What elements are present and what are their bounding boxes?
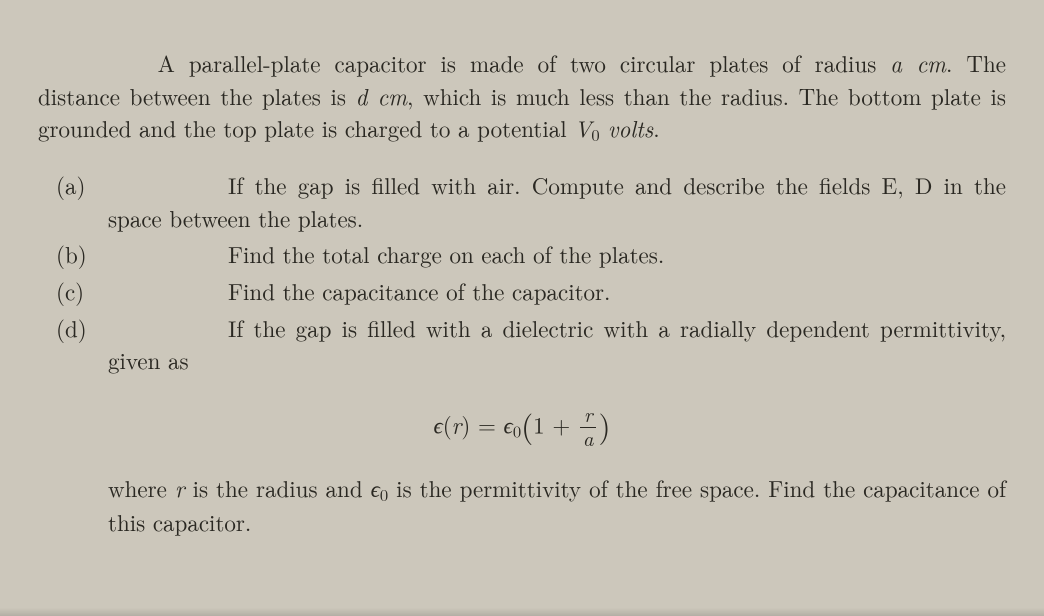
eq-frac-den: a bbox=[580, 428, 597, 450]
eq-eps0: ϵ bbox=[504, 407, 513, 440]
part-c-label: (c) bbox=[56, 275, 108, 308]
intro-text-1: A parallel-plate capacitor is made of tw… bbox=[158, 46, 891, 79]
part-c-text: Find the capacitance of the capacitor. bbox=[228, 274, 610, 307]
eq-r-arg: r bbox=[452, 407, 462, 440]
part-d: (d) If the gap is filled with a dielectr… bbox=[56, 312, 1006, 377]
eq-eps: ϵ bbox=[433, 407, 442, 440]
intro-text-4: . bbox=[653, 111, 659, 144]
page-bottom-shadow bbox=[0, 608, 1044, 616]
unit-cm-2: cm bbox=[367, 79, 407, 112]
var-d: d bbox=[356, 79, 368, 112]
part-d-body: If the gap is filled with a dielectric w… bbox=[108, 312, 1006, 377]
var-V-sub: 0 bbox=[591, 122, 599, 146]
eq-open-paren: ( bbox=[521, 403, 533, 447]
var-a: a bbox=[890, 46, 902, 79]
part-b-label: (b) bbox=[56, 238, 108, 271]
part-b-body: Find the total charge on each of the pla… bbox=[108, 238, 1006, 271]
eq-close-r: ) bbox=[461, 407, 470, 440]
part-a: (a) If the gap is filled with air. Compu… bbox=[56, 169, 1006, 234]
closing-eps: ϵ bbox=[371, 471, 380, 504]
part-c: (c) Find the capacitance of the capacito… bbox=[56, 275, 1006, 308]
part-a-body: If the gap is filled with air. Compute a… bbox=[108, 169, 1006, 234]
part-d-label: (d) bbox=[56, 312, 108, 377]
equation-permittivity: ϵ(r) = ϵ0(1 + ra) bbox=[38, 403, 1006, 450]
eq-one-plus: 1 + bbox=[533, 407, 578, 440]
closing-t2: is the radius and bbox=[185, 471, 371, 504]
part-b-text: Find the total charge on each of the pla… bbox=[228, 237, 664, 270]
eq-eps0-sub: 0 bbox=[513, 418, 521, 442]
unit-volts: volts bbox=[600, 111, 654, 144]
closing-text: where r is the radius and ϵ0 is the perm… bbox=[108, 472, 1006, 539]
closing-eps-sub: 0 bbox=[380, 482, 388, 506]
problem-parts-list: (a) If the gap is filled with air. Compu… bbox=[56, 169, 1006, 377]
closing-t1: where bbox=[108, 471, 175, 504]
page-content: A parallel-plate capacitor is made of tw… bbox=[0, 0, 1044, 586]
closing-r: r bbox=[175, 471, 185, 504]
eq-fraction: ra bbox=[580, 405, 597, 449]
eq-close-paren: ) bbox=[598, 403, 610, 447]
part-c-body: Find the capacitance of the capacitor. bbox=[108, 275, 1006, 308]
part-a-label: (a) bbox=[56, 169, 108, 234]
eq-open-r: ( bbox=[443, 407, 452, 440]
problem-intro: A parallel-plate capacitor is made of tw… bbox=[38, 47, 1006, 147]
eq-equals: = bbox=[470, 407, 503, 440]
part-d-text: If the gap is filled with a dielectric w… bbox=[108, 311, 1006, 377]
part-a-text: If the gap is filled with air. Compute a… bbox=[108, 168, 1006, 234]
unit-cm-1: cm bbox=[902, 46, 946, 79]
part-b: (b) Find the total charge on each of the… bbox=[56, 238, 1006, 271]
var-V: V bbox=[574, 111, 591, 144]
